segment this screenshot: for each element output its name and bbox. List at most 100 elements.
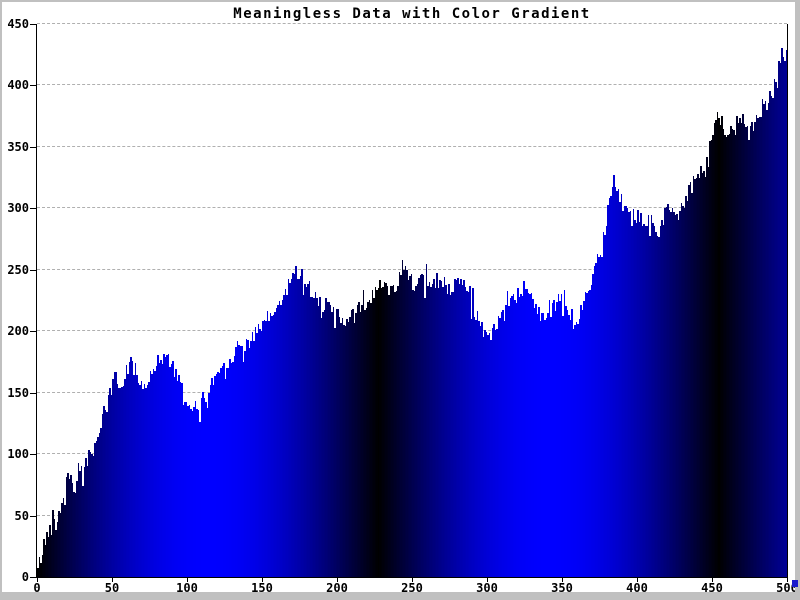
bar: [43, 538, 45, 577]
y-tick-mark: [30, 146, 36, 148]
bar: [172, 360, 174, 577]
bar: [739, 118, 741, 577]
bar: [205, 402, 207, 577]
bar: [757, 117, 759, 577]
bar: [394, 291, 396, 577]
y-tick-mark: [30, 85, 36, 87]
bar: [410, 273, 412, 577]
y-tick-label: 350: [7, 139, 29, 154]
bar: [521, 295, 523, 577]
bar: [713, 122, 715, 577]
bar: [781, 48, 783, 577]
bar: [374, 286, 376, 577]
bar: [496, 329, 498, 577]
bar: [752, 130, 754, 577]
bar: [196, 409, 198, 577]
bar: [161, 364, 163, 577]
bar: [142, 389, 144, 577]
bar: [548, 300, 550, 577]
bar: [769, 91, 771, 577]
bar: [206, 407, 208, 577]
bar: [698, 178, 700, 577]
bar: [733, 130, 735, 577]
bar: [352, 309, 354, 577]
bar: [616, 191, 618, 577]
bar: [536, 313, 538, 577]
bar: [440, 281, 442, 577]
bar: [61, 503, 63, 577]
bar: [745, 126, 747, 577]
bar: [266, 311, 268, 577]
bar: [325, 298, 327, 577]
bar: [320, 317, 322, 577]
bar: [500, 312, 502, 577]
bar: [184, 401, 186, 577]
x-tick-label: 100: [176, 581, 198, 592]
bar: [665, 207, 667, 577]
bar: [367, 301, 369, 577]
bar: [697, 173, 699, 577]
bar: [437, 288, 439, 577]
bar: [245, 339, 247, 577]
x-tick-label: 350: [551, 581, 573, 592]
bar: [76, 480, 78, 577]
bar: [289, 283, 291, 577]
bar: [601, 257, 603, 577]
bar: [329, 305, 331, 577]
bar: [290, 279, 292, 577]
y-tick-mark: [30, 331, 36, 333]
bar: [247, 340, 249, 577]
bar: [154, 370, 156, 577]
bar: [499, 318, 501, 577]
bar: [265, 320, 267, 577]
bar: [335, 309, 337, 577]
bar: [355, 313, 357, 577]
x-tick-label: 0: [33, 581, 41, 592]
bar: [470, 318, 472, 577]
bar: [83, 467, 85, 577]
bar: [659, 225, 661, 577]
bar: [331, 312, 333, 577]
bar: [223, 363, 225, 577]
bar: [685, 195, 687, 577]
bar: [679, 210, 681, 577]
bar: [44, 545, 46, 577]
bar: [362, 289, 364, 577]
bar: [749, 125, 751, 577]
bar: [241, 345, 243, 577]
right-border-line: [787, 24, 788, 578]
bar: [454, 279, 456, 577]
bar: [176, 380, 178, 577]
bar: [596, 253, 598, 577]
bar: [170, 363, 172, 577]
bar: [743, 123, 745, 577]
bar: [332, 306, 334, 577]
bar: [415, 285, 417, 577]
bar: [485, 332, 487, 577]
bar: [764, 101, 766, 577]
bar: [100, 428, 102, 577]
bar: [761, 99, 763, 577]
bar: [725, 136, 727, 577]
bar: [248, 348, 250, 577]
bar: [731, 128, 733, 577]
bar: [145, 388, 147, 577]
bar: [773, 78, 775, 577]
bar: [482, 336, 484, 577]
bar: [571, 309, 573, 577]
bar: [514, 299, 516, 577]
bar: [118, 388, 120, 577]
bar: [317, 305, 319, 577]
x-tick-mark: [637, 578, 638, 582]
bar: [391, 285, 393, 577]
bar: [712, 135, 714, 577]
bar: [662, 224, 664, 577]
bar: [463, 280, 465, 577]
bar: [163, 354, 165, 577]
bar: [166, 354, 168, 577]
bar: [560, 294, 562, 577]
x-tick-label: 300: [476, 581, 498, 592]
bar: [338, 316, 340, 577]
bar: [64, 505, 66, 577]
